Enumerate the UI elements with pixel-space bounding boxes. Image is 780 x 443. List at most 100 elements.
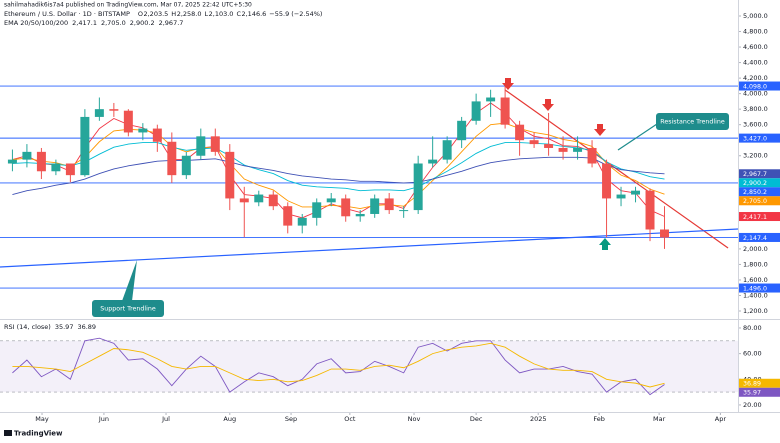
- x-tick-label: Sep: [285, 415, 297, 423]
- candle-body: [22, 151, 32, 160]
- candle-body: [7, 159, 17, 164]
- quote-value: 2,258.0: [177, 10, 202, 18]
- price-label: 1,496.0: [743, 285, 767, 292]
- candle-body: [80, 116, 90, 176]
- callout-label: Resistance Trendline: [660, 119, 725, 126]
- indicator-value: 2,417.1: [72, 19, 97, 27]
- quote-key: H: [171, 10, 176, 18]
- up-arrow: [599, 238, 611, 250]
- ema-line: [12, 156, 665, 195]
- price-label: 2,850.2: [743, 189, 767, 196]
- rsi-band: [0, 340, 738, 393]
- y-tick-label: 3,200.0: [743, 152, 768, 160]
- x-tick-label: Aug: [223, 415, 236, 423]
- price-label-bg: [739, 133, 780, 143]
- candle-body: [196, 136, 206, 156]
- down-arrow: [542, 99, 554, 111]
- price-label-bg: [739, 196, 780, 206]
- x-tick-label: Nov: [408, 415, 421, 423]
- candle-body: [268, 194, 278, 207]
- candle-body: [109, 109, 119, 111]
- candle-body: [167, 141, 177, 176]
- quote-key: C: [236, 10, 241, 18]
- y-tick-label: 1,800.0: [743, 260, 768, 268]
- callout-label: Support Trendline: [100, 306, 156, 313]
- candle-body: [254, 194, 264, 203]
- candle-body: [210, 136, 220, 152]
- candle-body: [326, 198, 336, 203]
- candle-body: [428, 159, 438, 164]
- candle-body: [152, 128, 162, 142]
- candle-body: [544, 144, 554, 148]
- price-label-bg: [739, 212, 780, 222]
- brand: TradingView: [14, 430, 63, 438]
- candle-body: [413, 163, 423, 211]
- symbol-title: Ethereum / U.S. Dollar · 1D · BITSTAMP: [4, 10, 130, 18]
- rsi-line: [12, 337, 665, 396]
- price-pane: 5,000.0 4,800.0 4,600.0 4,400.0 4,200.0 4,000…: [0, 12, 768, 423]
- price-label: 2,705.0: [743, 198, 767, 205]
- price-label: 35.97: [743, 390, 761, 397]
- candle-body: [36, 151, 46, 172]
- candle-body: [645, 190, 655, 230]
- ema-line: [12, 122, 665, 209]
- publisher: sahilmahadik6is7a4 published on TradingV…: [4, 2, 252, 9]
- price-label: 4,098.0: [743, 83, 767, 90]
- price-label: 2,417.1: [743, 214, 767, 221]
- down-arrow: [594, 124, 606, 136]
- quote-key: L: [205, 10, 209, 18]
- x-tick-label: May: [35, 415, 49, 423]
- candle-body: [573, 147, 583, 152]
- x-tick-label: Feb: [593, 415, 605, 423]
- candle-body: [341, 198, 351, 217]
- y-tick-label: 3,800.0: [743, 105, 768, 113]
- indicator-value: 2,705.0: [101, 19, 126, 27]
- x-tick-label: Apr: [715, 415, 727, 423]
- price-label-bg: [739, 178, 780, 188]
- y-tick-label: 2,000.0: [743, 245, 768, 253]
- candle-body: [123, 110, 133, 133]
- candle-body: [442, 140, 452, 160]
- price-label-bg: [739, 378, 780, 388]
- y-tick-label: 4,400.0: [743, 59, 768, 67]
- y-tick-label: 60.00: [743, 350, 762, 358]
- candle-body: [616, 194, 626, 199]
- callout-box: [92, 300, 164, 317]
- legend: Ethereum / U.S. Dollar · 1D · BITSTAMP O 2…: [4, 10, 322, 331]
- candle-body: [457, 120, 467, 141]
- candle-body: [471, 101, 481, 121]
- y-tick-label: 4,200.0: [743, 74, 768, 82]
- y-tick-label: 20.00: [743, 401, 762, 409]
- y-tick-label: 1,200.0: [743, 307, 768, 315]
- y-tick-label: 80.00: [743, 324, 762, 332]
- price-label-bg: [739, 283, 780, 293]
- x-tick-label: Jun: [98, 415, 109, 423]
- candle-body: [51, 163, 61, 172]
- quote-change: −55.9 (−2.54%): [269, 10, 322, 18]
- price-label: 36.89: [743, 381, 761, 388]
- x-tick-label: Mar: [653, 415, 666, 423]
- candle-body: [239, 198, 249, 203]
- candle-body: [94, 109, 104, 117]
- ema-line: [12, 142, 665, 192]
- candle-body: [355, 213, 365, 217]
- candle-body: [312, 202, 322, 218]
- candle-body: [486, 97, 496, 102]
- quote-value: 2,146.6: [241, 10, 266, 18]
- down-arrow: [502, 78, 514, 90]
- y-tick-label: 1,600.0: [743, 276, 768, 284]
- candle-body: [558, 147, 568, 152]
- indicator-title: EMA 20/50/100/200: [4, 19, 68, 27]
- quote-value: 2,203.5: [143, 10, 168, 18]
- y-tick-label: 5,000.0: [743, 12, 768, 20]
- candle-body: [660, 229, 670, 238]
- candle-body: [225, 151, 235, 199]
- indicator-value: 2,967.7: [159, 19, 184, 27]
- quote-value: 2,103.0: [209, 10, 234, 18]
- quote-key: O: [138, 10, 143, 18]
- indicator-value: 36.89: [77, 323, 96, 331]
- candle-body: [297, 217, 307, 226]
- y-tick-label: 4,000.0: [743, 90, 768, 98]
- indicator-value: 35.97: [55, 323, 74, 331]
